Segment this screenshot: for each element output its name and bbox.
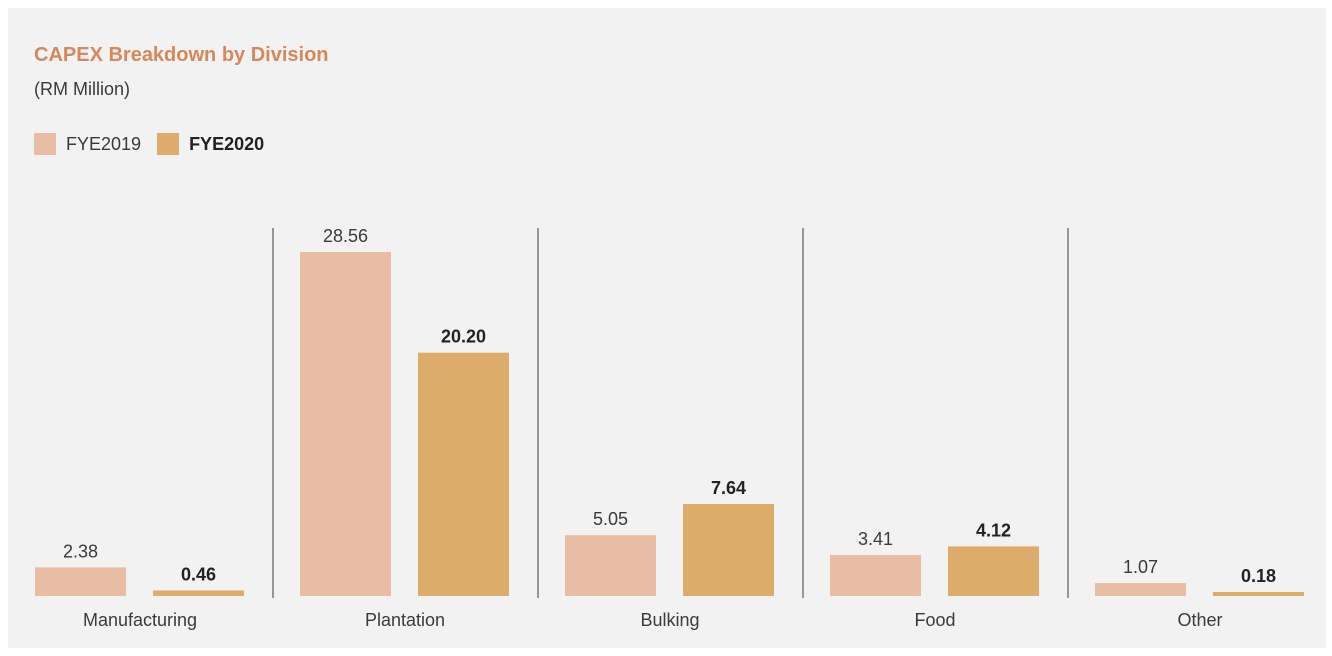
category-label-plantation: Plantation [365, 610, 445, 630]
chart-subtitle: (RM Million) [34, 79, 130, 99]
value-label-fye2019-other: 1.07 [1123, 557, 1158, 577]
value-label-fye2020-manufacturing: 0.46 [181, 564, 216, 584]
legend-swatch-fye2020 [157, 133, 180, 155]
legend-item-fye2019: FYE2019 [34, 133, 141, 155]
bar-fye2019-manufacturing [35, 567, 126, 596]
category-label-manufacturing: Manufacturing [83, 610, 197, 630]
bar-fye2019-food [830, 554, 921, 596]
value-label-fye2019-food: 3.41 [858, 529, 893, 549]
category-label-bulking: Bulking [640, 610, 699, 630]
chart-card: CAPEX Breakdown by Division (RM Million)… [8, 8, 1326, 648]
bar-chart: 2.38 0.46 Manufacturing 28.56 20.20 Plantatio… [35, 226, 1304, 630]
legend-label-fye2020: FYE2020 [189, 133, 265, 154]
bar-fye2019-plantation [300, 252, 391, 596]
value-label-fye2020-other: 0.18 [1241, 566, 1276, 586]
legend-item-fye2020: FYE2020 [157, 133, 264, 155]
bar-fye2020-plantation [418, 352, 509, 596]
chart-title: CAPEX Breakdown by Division [34, 44, 329, 66]
value-label-fye2019-bulking: 5.05 [593, 509, 628, 529]
value-label-fye2019-manufacturing: 2.38 [63, 541, 98, 561]
legend-label-fye2019: FYE2019 [66, 133, 142, 154]
legend: FYE2019 FYE2020 [34, 130, 280, 158]
bar-fye2019-other [1095, 583, 1186, 596]
value-label-fye2020-food: 4.12 [976, 520, 1011, 540]
value-label-fye2020-bulking: 7.64 [711, 478, 746, 498]
bar-fye2020-other [1213, 592, 1304, 596]
category-label-other: Other [1177, 610, 1222, 630]
value-label-fye2020-plantation: 20.20 [441, 327, 486, 347]
category-label-food: Food [914, 610, 955, 630]
bar-fye2020-bulking [683, 503, 774, 596]
value-label-fye2019-plantation: 28.56 [323, 226, 368, 246]
bar-fye2020-food [948, 546, 1039, 596]
bar-fye2020-manufacturing [153, 590, 244, 596]
bar-fye2019-bulking [565, 535, 656, 596]
legend-swatch-fye2019 [34, 133, 56, 155]
